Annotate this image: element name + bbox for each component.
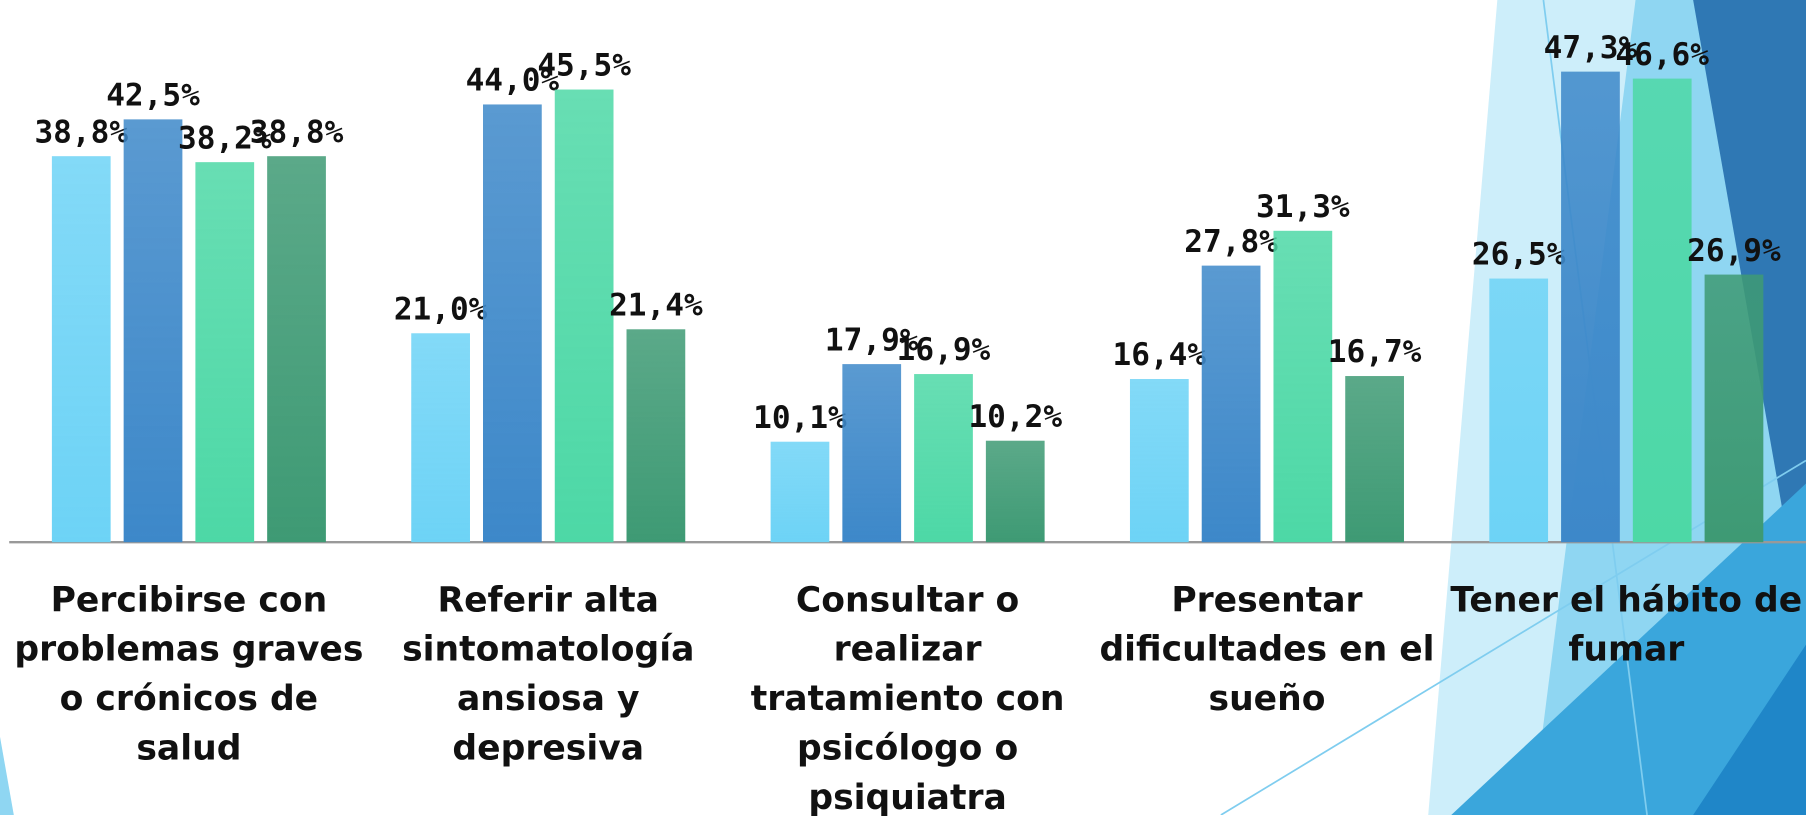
bar [1633,79,1692,543]
value-label: 16,7% [1328,334,1422,370]
bar [627,329,686,542]
bar [555,90,614,543]
value-label: 26,5% [1472,237,1566,273]
value-label: 27,8% [1184,224,1278,260]
bar [1202,266,1261,543]
bar [1130,379,1189,542]
bar [986,441,1045,542]
value-label: 16,4% [1113,337,1207,373]
x-tick-label: Referir alta sintomatología ansiosa y de… [370,576,727,774]
bar [1345,376,1404,542]
value-label: 21,0% [394,291,488,327]
x-tick-label: Consultar o realizar tratamiento con psi… [729,576,1086,823]
bar [771,442,830,542]
value-label: 46,6% [1615,37,1709,73]
bar [483,104,542,542]
bar [914,374,973,542]
value-label: 21,4% [609,287,703,323]
x-tick-label: Presentar dificultades en el sueño [1088,576,1445,724]
value-label: 31,3% [1256,189,1350,225]
value-label: 10,1% [753,400,847,436]
bar [195,162,254,542]
bar [267,156,326,542]
bar [52,156,111,542]
bar [1489,279,1548,543]
bar [411,333,470,542]
bar [1705,275,1764,543]
bar [1273,231,1332,542]
bar [124,119,183,542]
x-tick-label: Tener el hábito de fumar [1448,576,1805,675]
value-label: 26,9% [1687,233,1781,269]
x-tick-label: Percibirse con problemas graves o crónic… [10,576,367,774]
value-label: 38,8% [34,114,128,150]
value-label: 38,8% [250,114,344,150]
value-label: 16,9% [897,332,991,368]
value-label: 45,5% [537,48,631,84]
stage: 38,8%42,5%38,2%38,8%21,0%44,0%45,5%21,4%… [0,0,1806,815]
value-label: 42,5% [106,78,200,114]
value-label: 10,2% [968,399,1062,435]
bar [842,364,901,542]
bar [1561,72,1620,543]
